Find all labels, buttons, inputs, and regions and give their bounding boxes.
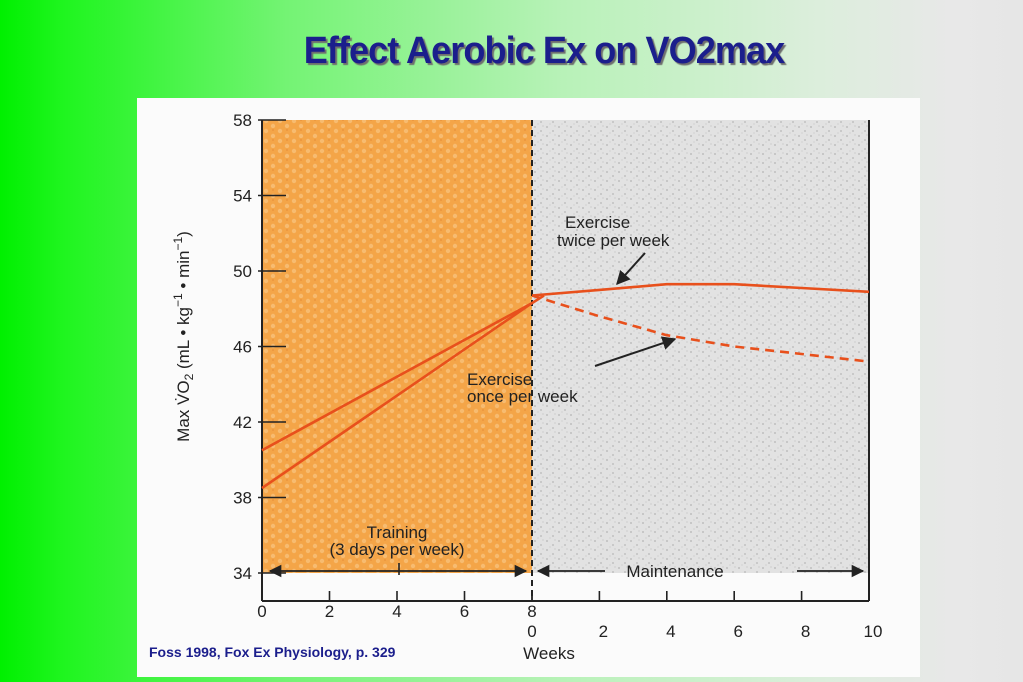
training-label-line1: Training bbox=[367, 523, 428, 542]
y-axis-label-part: • min bbox=[174, 251, 193, 294]
y-axis-label-part: 2 bbox=[182, 373, 196, 380]
y-tick-label: 42 bbox=[233, 413, 252, 432]
slide-title: Effect Aerobic Ex on VO2max bbox=[303, 30, 786, 72]
maintenance-x-tick-label: 0 bbox=[527, 622, 536, 641]
series-connector bbox=[531, 294, 545, 305]
y-tick-label: 58 bbox=[233, 111, 252, 130]
series-line-3 bbox=[531, 294, 870, 363]
training-label-line2: (3 days per week) bbox=[329, 540, 464, 559]
annotation-once-arrow bbox=[594, 336, 677, 367]
maintenance-region bbox=[532, 120, 869, 573]
annotation-twice-line1: Exercise bbox=[565, 213, 630, 232]
y-axis-label-part: −1 bbox=[171, 293, 185, 307]
series-line-2 bbox=[531, 282, 870, 297]
maintenance-x-tick-label: 4 bbox=[666, 622, 675, 641]
annotation-once-line2: once per week bbox=[467, 387, 578, 406]
y-axis-label-part: −1 bbox=[171, 237, 185, 251]
annotation-once-line1: Exercise bbox=[467, 370, 532, 389]
y-tick-label: 50 bbox=[233, 262, 252, 281]
y-tick-label: 38 bbox=[233, 489, 252, 508]
maintenance-x-tick-label: 10 bbox=[864, 622, 883, 641]
training-x-tick-label: 8 bbox=[527, 602, 536, 621]
annotation-twice-arrow bbox=[616, 252, 646, 286]
y-axis-label-part: ) bbox=[174, 231, 193, 237]
training-region bbox=[262, 120, 532, 573]
y-axis-label: Max V̇O2​ (mL • kg−1​ • min−1​) bbox=[171, 231, 196, 442]
y-tick-label: 46 bbox=[233, 338, 252, 357]
series-line-1 bbox=[261, 302, 533, 490]
citation: Foss 1998, Fox Ex Physiology, p. 329 bbox=[149, 644, 396, 660]
series-line-0 bbox=[261, 301, 533, 452]
maintenance-x-tick-label: 2 bbox=[599, 622, 608, 641]
x-axis-label: Weeks bbox=[523, 644, 575, 663]
training-x-tick-label: 2 bbox=[325, 602, 334, 621]
y-tick-label: 54 bbox=[233, 187, 252, 206]
annotation-twice-line2: twice per week bbox=[557, 231, 670, 250]
maintenance-x-tick-label: 8 bbox=[801, 622, 810, 641]
training-x-tick-label: 0 bbox=[257, 602, 266, 621]
maintenance-label: Maintenance bbox=[626, 562, 723, 581]
training-x-tick-label: 4 bbox=[392, 602, 401, 621]
maintenance-x-tick-label: 6 bbox=[733, 622, 742, 641]
y-tick-label: 34 bbox=[233, 564, 252, 583]
y-axis-label-part: (mL • kg bbox=[174, 307, 193, 374]
y-axis-label-part: Max V̇O bbox=[174, 380, 193, 441]
training-x-tick-label: 6 bbox=[460, 602, 469, 621]
